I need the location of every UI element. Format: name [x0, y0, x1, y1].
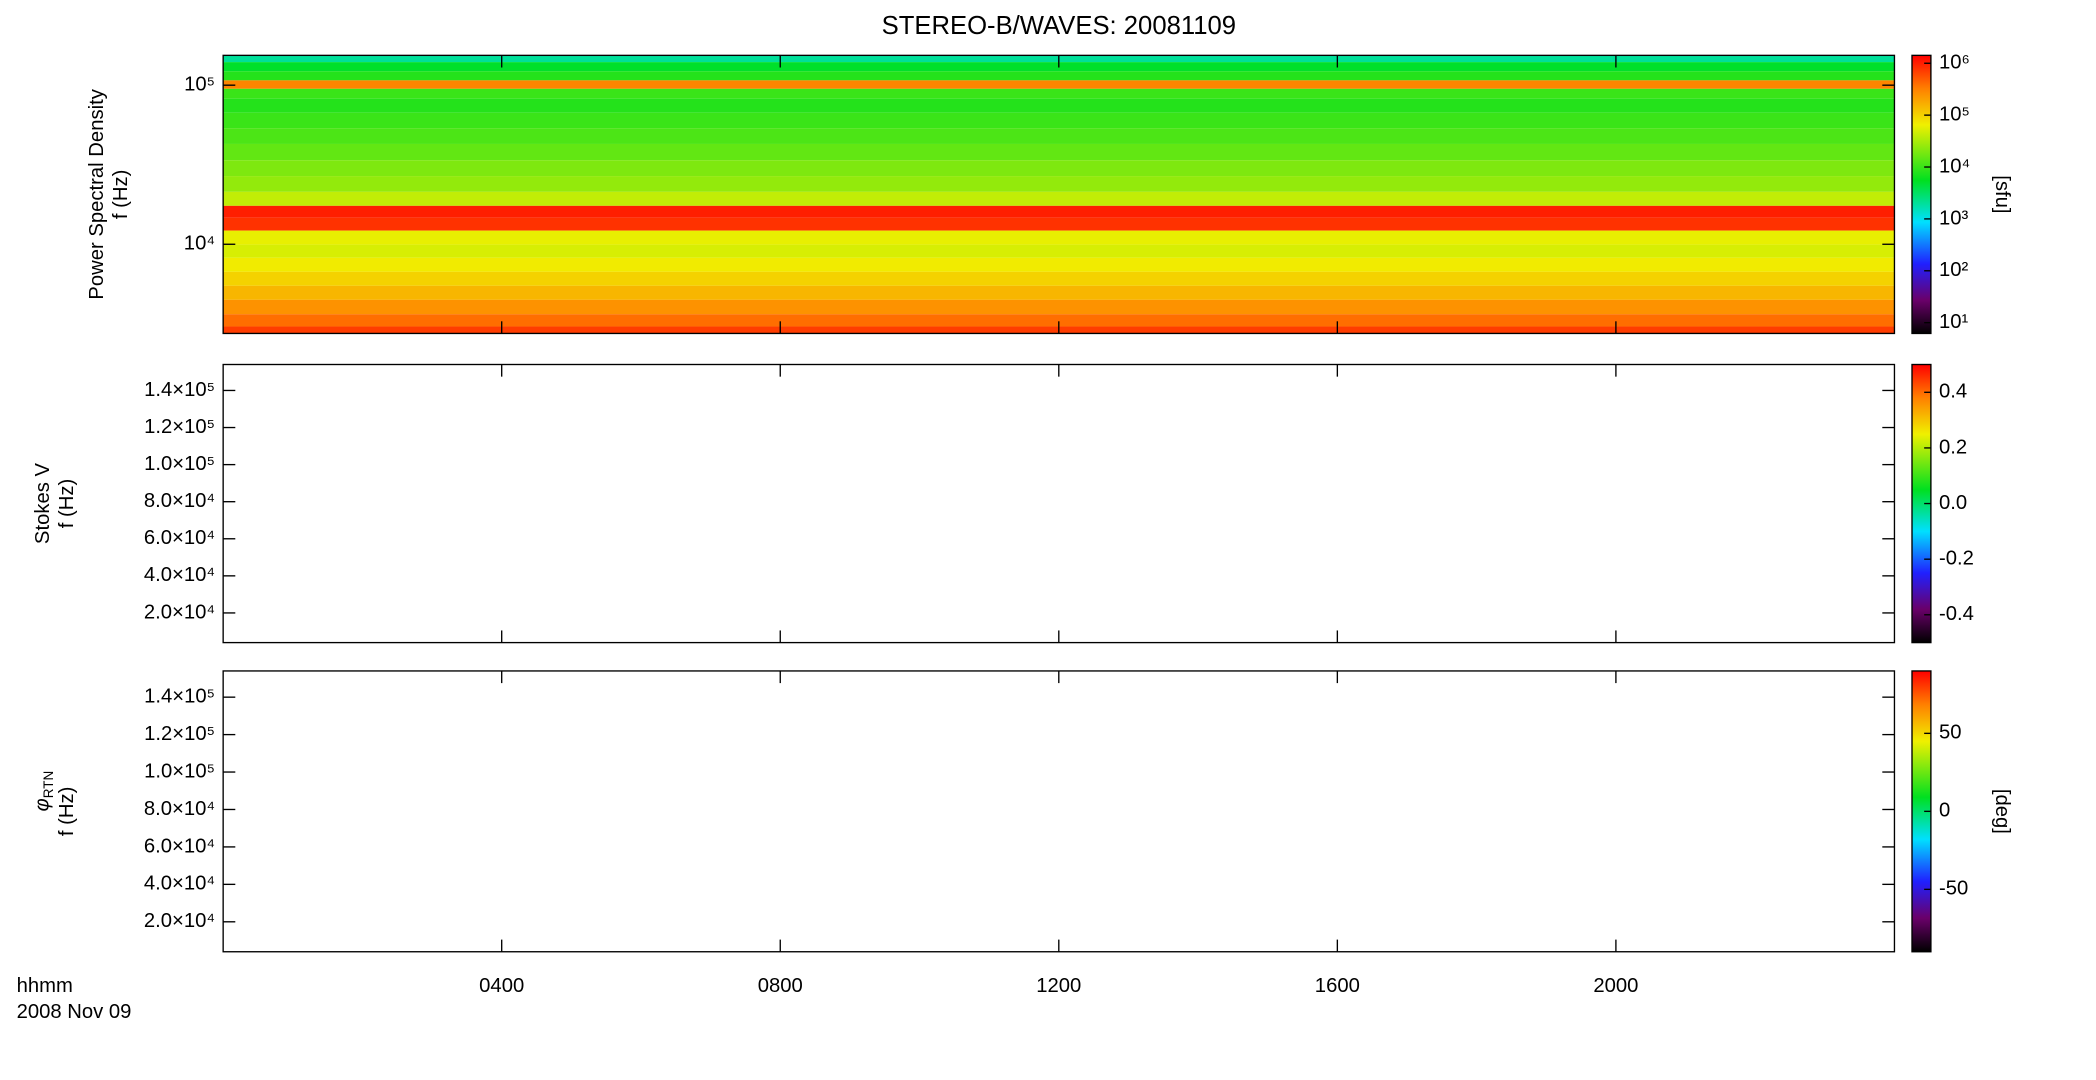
y-tick-label: 8.0×10⁴ — [144, 490, 215, 512]
y-tick-label: 2.0×10⁴ — [144, 910, 215, 932]
heatmap-row — [223, 285, 1895, 300]
colorbar-tick-label: 0.2 — [1939, 436, 1967, 458]
heatmap-row — [223, 112, 1895, 129]
y-tick-label: 6.0×10⁴ — [144, 835, 215, 857]
colorbar-tick-label: 10³ — [1939, 207, 1969, 229]
colorbar-tick-label: 10⁴ — [1939, 155, 1970, 177]
heatmap-row — [223, 271, 1895, 286]
heatmap-row — [223, 71, 1895, 81]
heatmap-row — [223, 217, 1895, 231]
heatmap-row — [223, 128, 1895, 144]
colorbar-tick-label: 10⁵ — [1939, 103, 1970, 125]
heatmap-row — [223, 160, 1895, 177]
plot-frame — [222, 363, 1896, 644]
y-tick-label: 1.4×10⁵ — [144, 686, 215, 708]
y-label-subscript: RTN — [41, 771, 56, 799]
y-axis-label-unit: f (Hz) — [110, 170, 132, 219]
y-label-symbol: φ — [32, 798, 54, 811]
y-tick-label: 1.2×10⁵ — [144, 416, 215, 438]
y-tick-label: 2.0×10⁴ — [144, 601, 215, 623]
heatmap-row — [223, 299, 1895, 315]
x-tick-label: 0400 — [479, 975, 524, 997]
heatmap-row — [223, 98, 1895, 113]
heatmap-row — [223, 244, 1895, 258]
colorbar-tick-label: 10² — [1939, 259, 1969, 281]
y-tick-label: 8.0×10⁴ — [144, 798, 215, 820]
colorbar-tick-label: 10¹ — [1939, 311, 1969, 333]
heatmap-row — [223, 205, 1895, 218]
y-axis-label-unit: f (Hz) — [56, 479, 78, 529]
colorbar-tick-label: -0.4 — [1939, 603, 1974, 625]
colorbar-tick-label: 0 — [1939, 800, 1950, 822]
y-tick-label: 1.0×10⁵ — [144, 760, 215, 782]
colorbar-tick-label: 0.4 — [1939, 381, 1967, 403]
colorbar-label: [sfu] — [1991, 175, 2013, 213]
y-tick-label: 10⁵ — [184, 74, 215, 96]
heatmap-row — [223, 88, 1895, 99]
colorbar-tick-label: 0.0 — [1939, 492, 1967, 514]
y-tick-label: 6.0×10⁴ — [144, 527, 215, 549]
heatmap-row — [223, 143, 1895, 161]
x-tick-label: 1200 — [1036, 975, 1081, 997]
heatmap-row — [223, 191, 1895, 206]
x-tick-label: 1600 — [1315, 975, 1360, 997]
y-axis-label-unit: f (Hz) — [56, 787, 78, 836]
heatmap-row — [223, 314, 1895, 327]
x-tick-label: 2000 — [1593, 975, 1638, 997]
colorbar-tick-label: 50 — [1939, 722, 1962, 744]
x-tick-label: 0800 — [758, 975, 803, 997]
x-axis-label: hhmm — [17, 975, 73, 997]
y-tick-label: 1.2×10⁵ — [144, 723, 215, 745]
y-tick-label: 1.4×10⁵ — [144, 379, 215, 401]
y-axis-label: Stokes V — [32, 463, 54, 545]
heatmap-row — [223, 80, 1895, 89]
y-tick-label: 10⁴ — [184, 233, 215, 255]
y-axis-label: φRTN — [32, 771, 56, 812]
heatmap-row — [223, 230, 1895, 245]
y-tick-label: 1.0×10⁵ — [144, 453, 215, 475]
plot-frame — [222, 670, 1896, 953]
chart-title: STEREO-B/WAVES: 20081109 — [882, 12, 1236, 40]
y-axis-label: Power Spectral Density — [86, 88, 108, 299]
y-tick-label: 4.0×10⁴ — [144, 873, 215, 895]
colorbar-tick-label: 10⁶ — [1939, 52, 1970, 74]
colorbar-tick-label: -50 — [1939, 878, 1968, 900]
y-tick-label: 4.0×10⁴ — [144, 564, 215, 586]
heatmap-row — [223, 257, 1895, 272]
colorbar — [1911, 54, 1932, 335]
heatmap-row — [223, 176, 1895, 192]
date-label: 2008 Nov 09 — [17, 1001, 132, 1023]
colorbar-tick-label: -0.2 — [1939, 548, 1974, 570]
colorbar-label: [deg] — [1991, 789, 2013, 834]
